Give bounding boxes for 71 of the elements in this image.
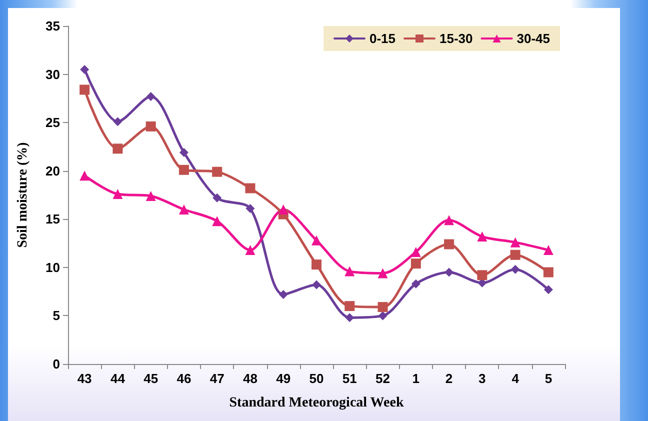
x-axis-title: Standard Meteorogical Week: [229, 396, 404, 410]
point: [477, 270, 488, 280]
point: [112, 144, 123, 154]
point: [246, 204, 255, 214]
point: [80, 170, 90, 181]
y-axis-title: Soil moisture (%): [16, 142, 30, 248]
point: [344, 301, 355, 312]
point: [278, 290, 288, 299]
y-tick-label: 25: [46, 115, 60, 130]
point: [378, 302, 388, 312]
x-tick-label: 4: [512, 371, 520, 386]
point: [212, 193, 222, 202]
point: [212, 216, 222, 226]
point: [245, 183, 256, 194]
point: [179, 148, 188, 158]
legend-label: 15-30: [440, 31, 473, 46]
x-tick-label: 48: [243, 371, 258, 386]
x-tick-label: 45: [144, 371, 158, 386]
x-tick-label: 46: [176, 371, 192, 386]
x-tick-label: 5: [544, 371, 552, 386]
x-tick-label: 44: [110, 371, 126, 386]
point: [410, 246, 421, 257]
x-tick-label: 1: [412, 371, 420, 386]
x-tick-label: 49: [276, 371, 291, 386]
point: [444, 239, 454, 250]
point: [543, 245, 554, 256]
point: [245, 245, 256, 256]
x-tick-label: 50: [309, 371, 324, 386]
point: [444, 215, 454, 226]
y-tick-label: 10: [46, 260, 60, 275]
legend-label: 0-15: [369, 31, 396, 46]
point: [411, 279, 420, 288]
point: [543, 267, 554, 278]
y-tick-label: 5: [52, 308, 60, 324]
legend-label: 30-45: [516, 31, 550, 46]
point: [444, 268, 454, 277]
point: [80, 64, 90, 74]
x-tick-label: 2: [445, 371, 453, 386]
point: [344, 266, 355, 276]
point: [378, 311, 388, 320]
point: [378, 268, 388, 278]
point: [212, 166, 222, 177]
point: [146, 92, 156, 101]
point: [146, 121, 156, 132]
x-tick-label: 3: [478, 371, 486, 386]
point: [510, 237, 520, 248]
point: [278, 204, 288, 214]
x-tick-label: 52: [376, 371, 390, 386]
x-tick-label: 51: [342, 371, 357, 386]
y-tick-label: 20: [46, 163, 60, 178]
point: [510, 250, 520, 260]
point: [544, 285, 553, 294]
y-tick-label: 30: [46, 66, 60, 82]
point: [312, 260, 322, 270]
y-tick-label: 15: [46, 212, 60, 227]
point: [312, 235, 322, 246]
point: [112, 189, 123, 200]
y-tick-label: 0: [52, 356, 60, 372]
point: [113, 117, 122, 126]
x-tick-label: 43: [77, 371, 92, 386]
point: [345, 313, 354, 322]
point: [80, 84, 90, 95]
point: [312, 280, 321, 290]
point: [477, 232, 488, 242]
point: [178, 204, 189, 214]
point: [510, 264, 520, 274]
y-tick-label: 35: [46, 18, 60, 34]
x-tick-label: 47: [210, 371, 224, 386]
point: [178, 164, 189, 175]
point: [410, 258, 421, 269]
point: [146, 190, 156, 201]
